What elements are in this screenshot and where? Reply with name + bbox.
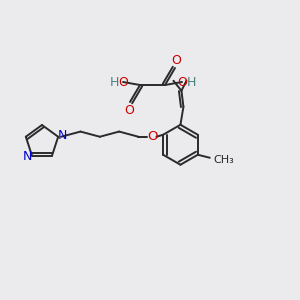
Text: O: O [177,76,187,88]
Text: H: H [186,76,196,88]
Text: O: O [118,76,128,88]
Text: H: H [109,76,119,88]
Text: CH₃: CH₃ [214,155,235,165]
Text: O: O [124,103,134,116]
Text: O: O [147,130,158,143]
Text: O: O [171,53,181,67]
Text: N: N [22,150,32,163]
Text: N: N [58,129,67,142]
